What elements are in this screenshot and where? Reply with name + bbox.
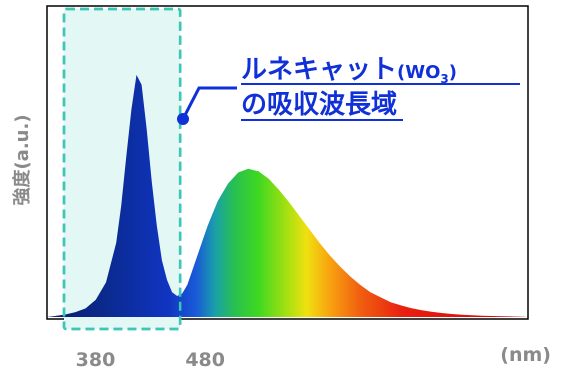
annotation-formula: WO bbox=[405, 62, 440, 83]
absorption-band-border bbox=[62, 7, 182, 331]
spectrum-area bbox=[47, 74, 528, 318]
annotation-line2: の吸収波長域 bbox=[241, 90, 397, 120]
x-axis-unit-label: (nm) bbox=[500, 344, 551, 366]
y-axis-label: 強度(a.u.) bbox=[11, 114, 33, 205]
callout-dot bbox=[177, 113, 189, 125]
annotation-line1: ルネキャット(WO3) bbox=[241, 55, 457, 86]
x-tick-label-480: 480 bbox=[185, 349, 225, 371]
annotation-subscript: 3 bbox=[440, 72, 448, 86]
callout-line bbox=[181, 86, 237, 120]
x-tick-label-380: 380 bbox=[76, 349, 116, 371]
annotation-paren-open: ( bbox=[397, 62, 405, 83]
annotation-paren-close: ) bbox=[449, 62, 457, 83]
annotation-name: ルネキャット bbox=[241, 55, 397, 85]
